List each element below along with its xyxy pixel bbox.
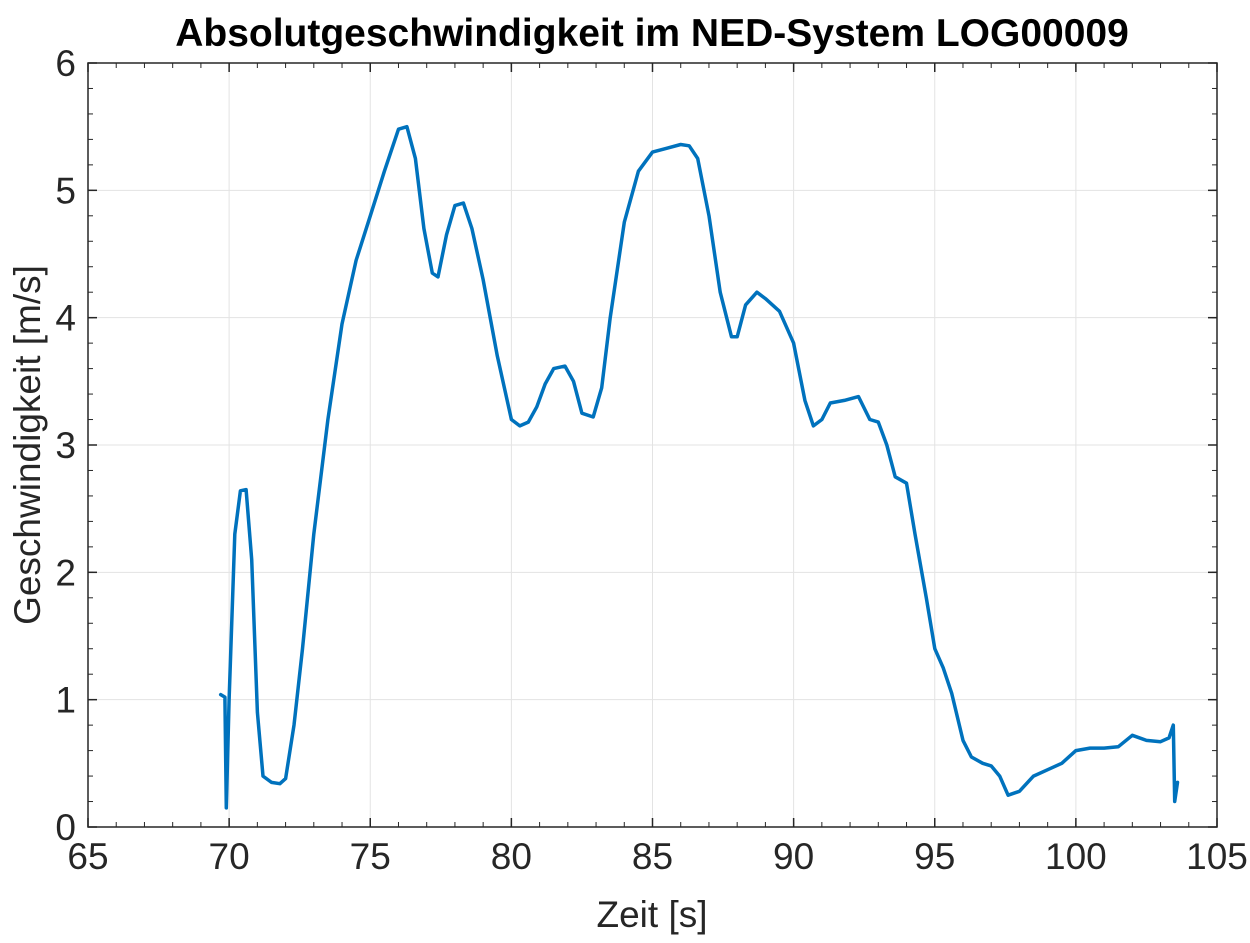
y-tick-label: 1: [55, 680, 76, 721]
y-tick-label: 3: [55, 425, 76, 466]
chart-title: Absolutgeschwindigkeit im NED-System LOG…: [175, 12, 1129, 55]
x-tick-label: 100: [1045, 836, 1107, 877]
x-tick-label: 85: [632, 836, 673, 877]
y-tick-label: 5: [55, 170, 76, 211]
x-tick-label: 95: [914, 836, 955, 877]
x-axis-label: Zeit [s]: [596, 894, 707, 935]
y-tick-label: 2: [55, 552, 76, 593]
x-tick-label: 75: [350, 836, 391, 877]
x-tick-label: 90: [773, 836, 814, 877]
y-tick-label: 4: [55, 298, 76, 339]
y-tick-label: 0: [55, 807, 76, 848]
y-tick-label: 6: [55, 43, 76, 84]
x-tick-label: 105: [1186, 836, 1248, 877]
x-tick-label: 70: [209, 836, 250, 877]
y-axis-label: Geschwindigkeit [m/s]: [7, 265, 48, 625]
x-tick-label: 80: [491, 836, 532, 877]
